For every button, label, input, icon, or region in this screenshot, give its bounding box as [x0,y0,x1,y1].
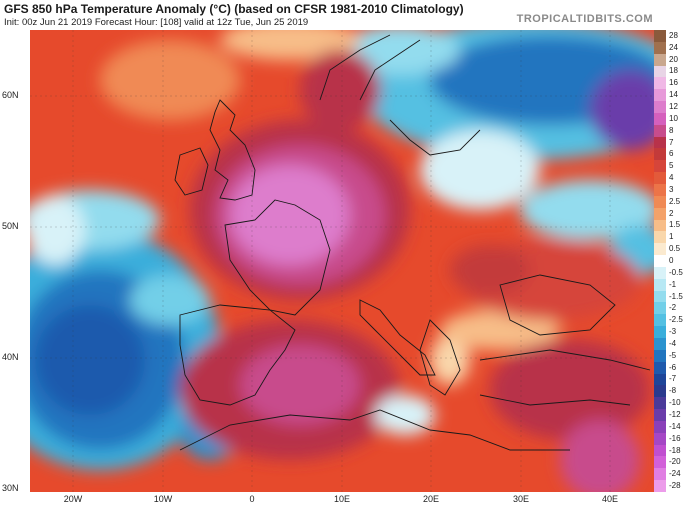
color-legend: 28 24 20 18 16 14 12 10 8 7 6 5 4 3 2.5 2 1.5 1 0.5 0 -0.5 -1… [654,30,695,493]
legend-swatch [654,53,666,67]
legend-swatch [654,266,666,280]
legend-swatch [654,480,666,493]
legend-label: 2 [669,208,674,218]
legend-swatch [654,409,666,422]
legend-label: -5 [669,350,677,360]
legend-swatch [654,278,666,292]
legend-label: 12 [669,102,678,111]
lon-label: 10W [153,494,173,504]
legend-swatch [654,326,666,339]
map-title: GFS 850 hPa Temperature Anomaly (°C) (ba… [4,2,464,16]
legend-swatch [654,231,666,244]
legend-swatch [654,373,666,386]
legend-label: -14 [669,421,681,431]
legend-label: 3 [669,184,674,194]
legend-swatch [654,207,666,221]
lon-label: 0 [249,494,255,504]
legend-swatch [654,420,666,434]
legend-swatch [654,148,666,161]
legend-label: 1.5 [669,220,681,230]
legend-swatch [654,219,666,232]
legend-label: -24 [669,469,681,479]
lat-label: 30N [2,483,19,493]
legend-label: -18 [669,445,681,455]
legend-label: -16 [669,433,681,443]
legend-swatch [654,112,666,126]
lon-label: 10E [333,494,351,504]
legend-label: 0.5 [669,244,681,254]
anomaly-field [30,30,654,492]
legend-label: 24 [669,42,678,52]
legend-label: -3 [669,327,677,337]
legend-swatch [654,243,666,256]
legend-label: 1 [669,232,674,242]
legend-label: 6 [669,149,674,159]
legend-swatch [654,41,666,55]
legend-label: -1 [669,279,677,289]
legend-label: 0 [669,256,674,265]
legend-label: -4 [669,338,677,348]
legend-swatch [654,397,666,410]
legend-label: -8 [669,386,677,396]
legend-swatch [654,468,666,481]
legend-swatch [654,77,666,90]
legend-label: -28 [669,481,681,491]
map-subtitle: Init: 00z Jun 21 2019 Forecast Hour: [10… [4,17,309,28]
legend-swatch [654,172,666,185]
legend-swatch [654,290,666,303]
legend-label: -0.5 [669,267,683,277]
lon-label: 30E [512,494,530,504]
legend-swatch [654,314,666,327]
legend-swatch [654,89,666,102]
legend-label: 14 [669,90,678,100]
legend-label: 28 [669,30,678,40]
legend-label: 7 [669,137,674,147]
legend-label: -20 [669,457,681,467]
legend-swatch [654,432,666,446]
legend-swatch [654,160,666,173]
legend-label: 2.5 [669,196,681,206]
legend-label: -7 [669,374,677,384]
legend-label: 20 [669,54,678,64]
legend-swatch [654,65,666,78]
legend-swatch [654,195,666,209]
latitude-axis: 60N 50N 40N 30N [0,30,30,493]
legend-swatch [654,184,666,197]
map-header: GFS 850 hPa Temperature Anomaly (°C) (ba… [0,0,695,30]
legend-label: 5 [669,161,674,171]
legend-swatch [654,456,666,469]
legend-swatch [654,349,666,363]
legend-swatch [654,124,666,138]
legend-label: -1.5 [669,291,683,301]
longitude-axis: 20W 10W 0 10E 20E 30E 40E [30,492,654,506]
legend-swatch [654,101,666,114]
legend-label: -10 [669,398,681,408]
legend-label: -6 [669,362,677,372]
legend-swatch [654,385,666,398]
legend-label: 4 [669,173,674,183]
legend-label: -2 [669,303,677,313]
legend-swatch [654,444,666,457]
lat-label: 60N [2,90,19,100]
legend-swatch [654,338,666,351]
legend-label: 8 [669,125,674,135]
legend-label: 10 [669,113,678,123]
legend-label: 18 [669,66,678,76]
lon-label: 20E [422,494,440,504]
lat-label: 50N [2,221,19,231]
legend-swatch [654,302,666,315]
legend-label: 16 [669,78,678,88]
legend-swatch [654,361,666,375]
legend-swatch [654,255,666,268]
legend-swatch [654,30,666,43]
lat-label: 40N [2,352,19,362]
anomaly-map [30,30,654,492]
lon-label: 40E [601,494,619,504]
lon-label: 20W [63,494,83,504]
legend-swatch [654,136,666,149]
legend-label: -12 [669,410,681,419]
brand-watermark: TROPICALTIDBITS.COM [516,13,653,25]
legend-label: -2.5 [669,315,683,325]
